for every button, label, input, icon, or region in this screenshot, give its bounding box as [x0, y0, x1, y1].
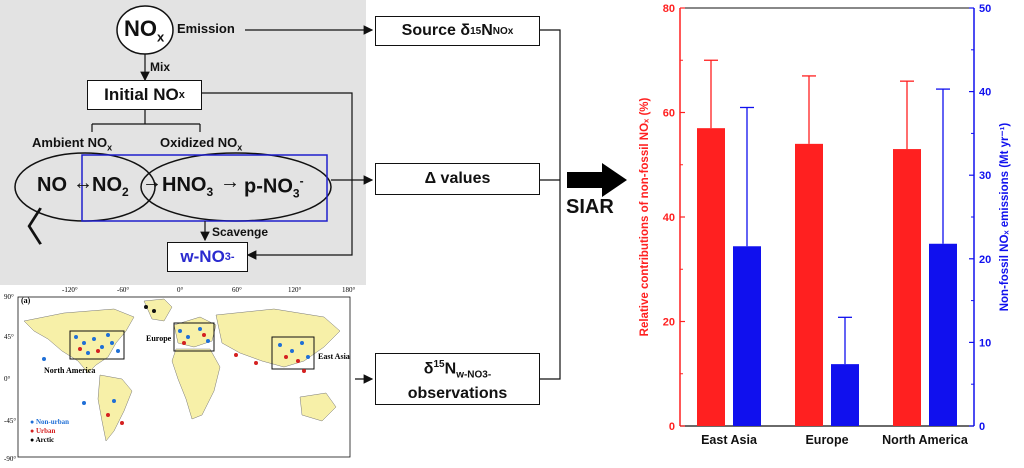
oxidized-nox-label: Oxidized NOx: [160, 135, 243, 153]
left-tick-label: 0: [669, 421, 675, 433]
x-tick-label: Europe: [805, 433, 848, 447]
left-tick-label: 40: [663, 212, 675, 224]
initial-to-wno3-line: [202, 92, 353, 260]
double-arrow-icon: ↔: [73, 172, 93, 194]
right-tick-label: 30: [979, 170, 991, 182]
right-arrow-icon-2: →: [220, 171, 240, 193]
observations-box: δ15Nw-NO3- observations: [375, 353, 540, 405]
initial-nox-box: Initial NO x: [87, 80, 202, 110]
blue-bar-europe: [831, 364, 859, 426]
map-region-east-asia: East Asia: [318, 352, 350, 361]
map-panel-label: (a): [21, 296, 31, 305]
ambient-nox-label: Ambient NOx: [32, 135, 113, 153]
legend-urban: ● Urban: [30, 427, 56, 435]
right-tick-label: 40: [979, 87, 991, 99]
map-lat-ticks: 90° 45° 0° -45° -90°: [4, 293, 17, 463]
left-tick-label: 80: [663, 3, 675, 15]
left-tick-label: 60: [663, 108, 675, 120]
source-box: Source δ 15 N NOx: [375, 16, 540, 46]
left-axis-label: Relative contributions of non-fossil NOₓ…: [639, 97, 651, 336]
world-map: [4, 291, 356, 463]
scavenge-label: Scavenge: [212, 225, 269, 239]
right-tick-label: 50: [979, 3, 991, 15]
legend-arctic: ● Arctic: [30, 436, 55, 444]
no-label: NO: [37, 174, 67, 196]
bar-chart: 0 20 40 60 80 0 10 20 30 40 50 Relative contributio…: [639, 3, 1011, 447]
asia-land: [215, 308, 341, 368]
nox-top-label: NOx: [124, 16, 165, 45]
legend-non-urban: ● Non-urban: [30, 418, 70, 426]
chevron-left-icon[interactable]: 〈: [4, 205, 44, 251]
emission-label: Emission: [177, 21, 235, 36]
south-america-land: [97, 374, 133, 442]
map-legend: ● Non-urban ● Urban ● Arctic: [30, 418, 69, 445]
map-region-europe: Europe: [146, 334, 172, 343]
obs-connector: [540, 180, 561, 380]
x-tick-label: East Asia: [701, 433, 758, 447]
blue-bar-north-america: [929, 243, 957, 426]
right-tick-label: 10: [979, 337, 991, 349]
siar-arrow-icon: [567, 163, 627, 197]
left-tick-label: 20: [663, 317, 675, 329]
hno3-label: HNO3: [162, 174, 214, 199]
north-america-land: [23, 308, 135, 374]
map-region-north-america: North America: [44, 366, 96, 375]
siar-label: SIAR: [566, 196, 614, 218]
delta-values-box: Δ values: [375, 163, 540, 195]
africa-land: [171, 348, 221, 420]
no2-label: NO2: [92, 174, 129, 199]
red-bar-europe: [795, 143, 823, 426]
red-bar-north-america: [893, 149, 921, 426]
europe-land: [173, 316, 217, 348]
red-bar-east-asia: [697, 128, 725, 427]
greenland-land: [143, 298, 173, 322]
mix-label: Mix: [150, 60, 171, 74]
right-axis-label: Non-fossil NOₓ emissions (Mt yr⁻¹): [999, 123, 1011, 312]
australia-land: [299, 392, 337, 422]
source-connector: [540, 29, 561, 180]
right-tick-label: 20: [979, 254, 991, 266]
blue-bar-east-asia: [733, 246, 761, 426]
wno3-box: w-NO 3-: [167, 242, 248, 272]
flow-panel: [0, 0, 366, 285]
right-arrow-icon: →: [142, 171, 162, 193]
x-tick-label: North America: [882, 433, 969, 447]
right-tick-label: 0: [979, 421, 985, 433]
pno3-label: p-NO3-: [244, 174, 304, 201]
